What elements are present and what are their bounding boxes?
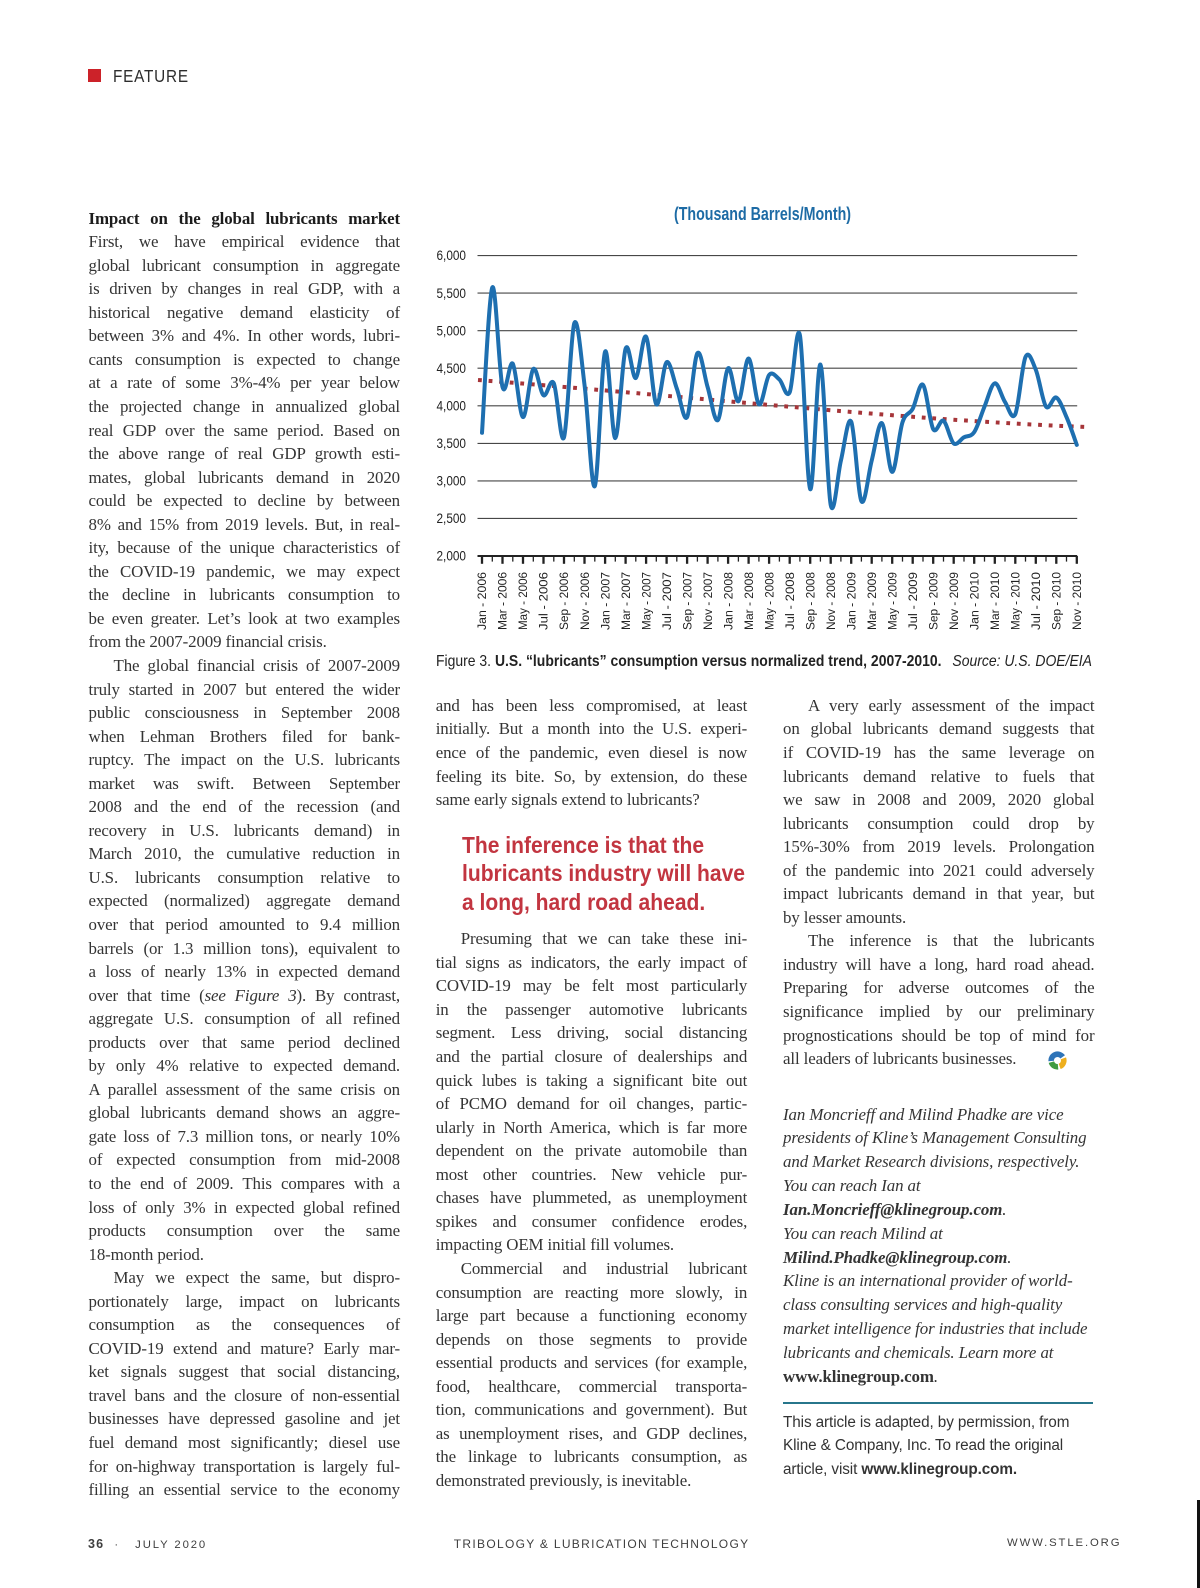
svg-text:Nov - 2010: Nov - 2010 (1072, 572, 1084, 630)
svg-text:Sep - 2008: Sep - 2008 (805, 572, 817, 630)
svg-text:4,500: 4,500 (437, 361, 467, 376)
svg-text:Mar - 2006: Mar - 2006 (498, 572, 510, 630)
svg-text:Jul - 2007: Jul - 2007 (662, 572, 674, 630)
svg-text:Sep - 2009: Sep - 2009 (928, 572, 940, 630)
svg-text:Jul - 2008: Jul - 2008 (785, 572, 797, 630)
svg-text:5,500: 5,500 (437, 286, 467, 301)
svg-text:May - 2008: May - 2008 (764, 572, 776, 630)
svg-text:Sep - 2010: Sep - 2010 (1052, 572, 1064, 630)
svg-text:Mar - 2007: Mar - 2007 (621, 572, 633, 630)
svg-text:Jul - 2010: Jul - 2010 (1031, 572, 1043, 630)
svg-text:Nov - 2007: Nov - 2007 (703, 572, 715, 630)
svg-text:5,000: 5,000 (437, 323, 467, 338)
svg-text:3,500: 3,500 (437, 436, 467, 451)
svg-text:Jul - 2006: Jul - 2006 (539, 572, 551, 630)
svg-text:2,500: 2,500 (437, 511, 467, 526)
svg-text:Jan - 2009: Jan - 2009 (846, 572, 858, 630)
svg-text:Mar - 2010: Mar - 2010 (990, 572, 1002, 630)
svg-text:Sep - 2006: Sep - 2006 (559, 572, 571, 630)
svg-text:2,000: 2,000 (437, 549, 467, 564)
svg-text:Sep - 2007: Sep - 2007 (682, 572, 694, 630)
svg-text:Mar - 2008: Mar - 2008 (744, 572, 756, 630)
svg-text:Jan - 2008: Jan - 2008 (723, 572, 735, 630)
svg-text:Nov - 2008: Nov - 2008 (826, 572, 838, 630)
svg-text:Mar - 2009: Mar - 2009 (867, 572, 879, 630)
svg-text:Nov - 2009: Nov - 2009 (949, 572, 961, 630)
svg-text:Jan - 2010: Jan - 2010 (969, 572, 981, 630)
svg-text:May - 2009: May - 2009 (887, 572, 899, 630)
svg-text:(Thousand Barrels/Month): (Thousand Barrels/Month) (674, 203, 851, 224)
svg-text:Jan - 2007: Jan - 2007 (600, 572, 612, 630)
svg-text:Nov - 2006: Nov - 2006 (580, 572, 592, 630)
svg-text:6,000: 6,000 (437, 248, 467, 263)
svg-text:May - 2006: May - 2006 (518, 572, 530, 630)
svg-text:May - 2010: May - 2010 (1011, 572, 1023, 630)
svg-text:Jul - 2009: Jul - 2009 (908, 572, 920, 630)
svg-text:Jan - 2006: Jan - 2006 (477, 572, 489, 630)
svg-text:3,000: 3,000 (437, 474, 467, 489)
svg-text:May - 2007: May - 2007 (641, 572, 653, 630)
svg-text:4,000: 4,000 (437, 398, 467, 413)
